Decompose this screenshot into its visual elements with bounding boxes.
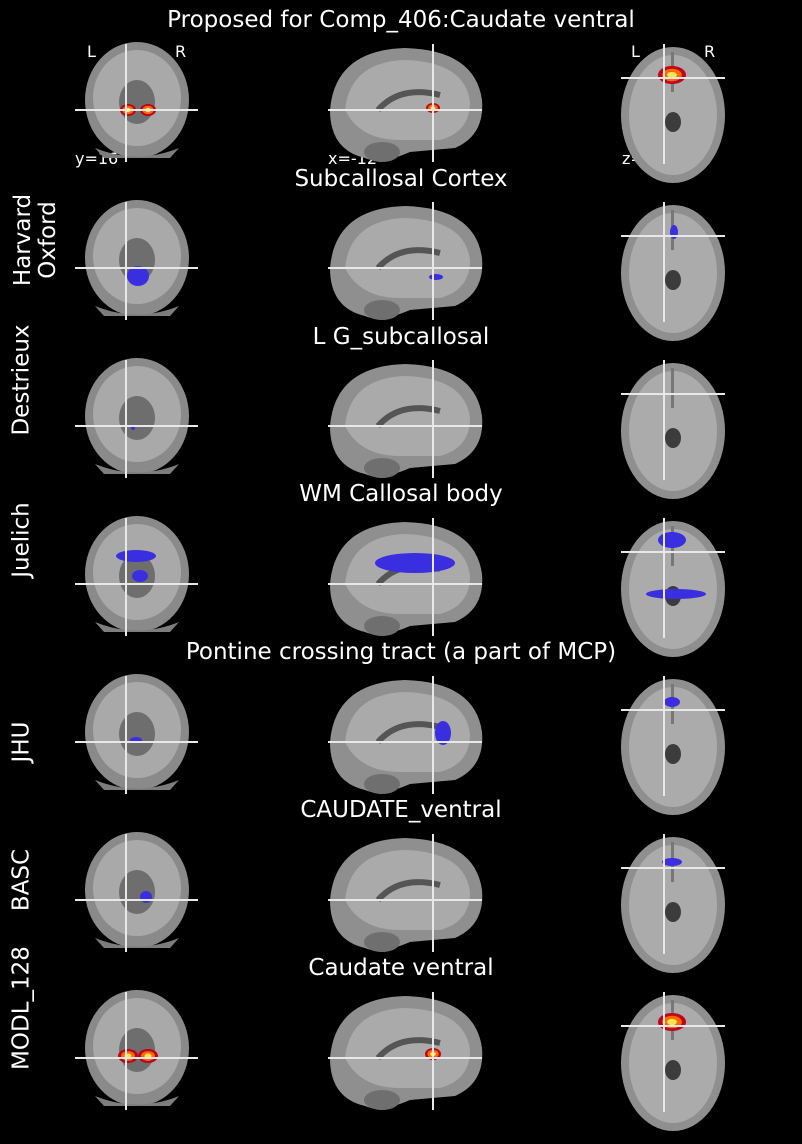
axial-left-label: L bbox=[631, 42, 640, 61]
axial-slice bbox=[621, 521, 725, 657]
crosshair bbox=[75, 992, 725, 1112]
axial-right-label: R bbox=[704, 42, 716, 61]
coronal-slice bbox=[85, 990, 189, 1106]
atlas-overlay bbox=[130, 697, 680, 745]
figure-title: Proposed for Comp_406:Caudate ventral bbox=[167, 7, 635, 33]
sagittal-slice bbox=[330, 680, 483, 794]
sagittal-slice bbox=[330, 996, 483, 1110]
sagittal-slice bbox=[330, 206, 483, 320]
sagittal-slice bbox=[330, 364, 483, 478]
row-title-juelich: WM Callosal body bbox=[299, 481, 503, 507]
coronal-left-label: L bbox=[87, 42, 96, 61]
slice-row-0 bbox=[75, 42, 725, 183]
sagittal-slice bbox=[330, 48, 483, 162]
sagittal-slice bbox=[330, 522, 483, 636]
coronal-slice bbox=[85, 42, 189, 158]
crosshair bbox=[75, 202, 725, 322]
coronal-slice bbox=[85, 674, 189, 790]
crosshair bbox=[75, 360, 725, 480]
coronal-slice bbox=[85, 832, 189, 948]
row-title-destrieux: L G_subcallosal bbox=[312, 324, 490, 350]
coronal-right-label: R bbox=[175, 42, 187, 61]
crosshair bbox=[75, 834, 725, 954]
axial-slice bbox=[621, 995, 725, 1131]
slice-row-5 bbox=[75, 832, 725, 973]
row-title-jhu: Pontine crossing tract (a part of MCP) bbox=[185, 639, 617, 665]
coronal-slice bbox=[85, 200, 189, 316]
slice-row-1 bbox=[75, 200, 725, 341]
sagittal-slice bbox=[330, 838, 483, 952]
row-title-harvard-oxford: Subcallosal Cortex bbox=[294, 166, 508, 192]
crosshair bbox=[75, 676, 725, 796]
crosshair bbox=[75, 518, 725, 638]
axial-slice bbox=[621, 679, 725, 815]
crosshair bbox=[75, 44, 725, 164]
axial-slice bbox=[621, 47, 725, 183]
slice-row-4 bbox=[75, 674, 725, 815]
row-title-basc: CAUDATE_ventral bbox=[300, 797, 502, 823]
coronal-slice bbox=[85, 358, 189, 474]
slice-row-2 bbox=[75, 358, 725, 499]
axial-slice bbox=[621, 363, 725, 499]
row-title-modl: Caudate ventral bbox=[308, 955, 494, 981]
axial-slice bbox=[621, 205, 725, 341]
slice-row-3 bbox=[75, 516, 725, 657]
axial-slice bbox=[621, 837, 725, 973]
slice-row-6 bbox=[75, 990, 725, 1131]
